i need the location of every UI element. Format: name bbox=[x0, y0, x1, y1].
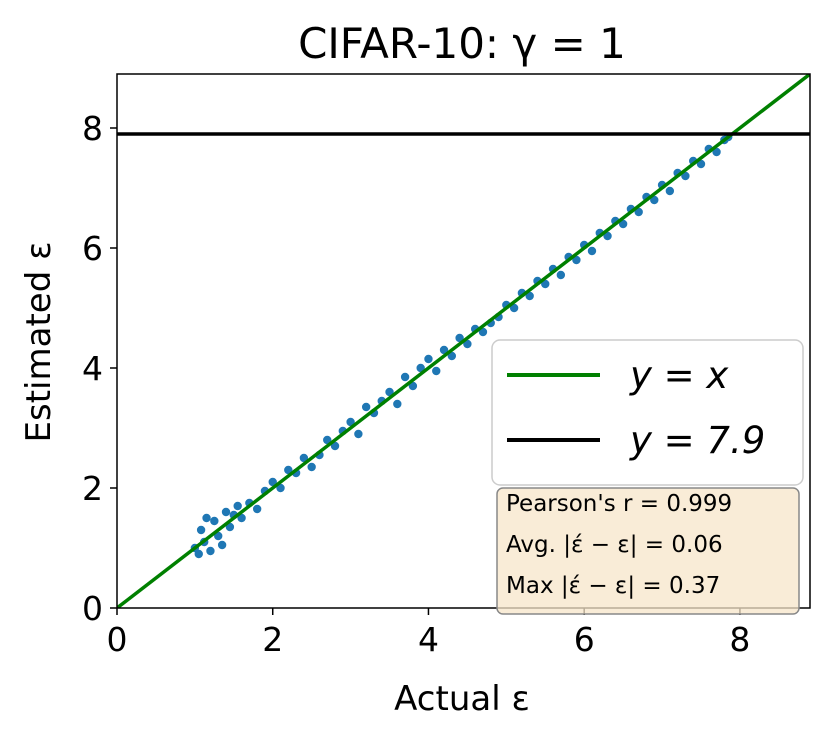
scatter-point bbox=[323, 435, 332, 445]
scatter-point bbox=[400, 372, 410, 382]
scatter-point bbox=[603, 231, 612, 241]
x-axis-label: Actual ε bbox=[394, 679, 530, 719]
scatter-point bbox=[284, 465, 293, 475]
scatter-point bbox=[233, 501, 242, 511]
stats-avg-error: Avg. |έ − ε| = 0.06 bbox=[506, 532, 723, 558]
scatter-point bbox=[618, 219, 628, 229]
scatter-point bbox=[221, 507, 231, 517]
x-tick-label: 2 bbox=[262, 620, 283, 659]
scatter-point bbox=[346, 417, 355, 427]
scatter-point bbox=[541, 279, 550, 289]
scatter-point bbox=[478, 327, 488, 337]
scatter-point bbox=[202, 513, 211, 523]
scatter-point bbox=[299, 453, 309, 463]
scatter-point bbox=[634, 207, 643, 217]
scatter-point bbox=[361, 402, 371, 412]
x-tick-label: 8 bbox=[729, 620, 750, 659]
y-tick-label: 0 bbox=[82, 589, 103, 628]
scatter-point bbox=[432, 366, 441, 376]
y-tick-label: 4 bbox=[82, 349, 103, 388]
scatter-point bbox=[225, 522, 235, 532]
scatter-point bbox=[252, 504, 262, 514]
scatter-point bbox=[587, 246, 597, 256]
x-tick-label: 6 bbox=[574, 620, 595, 659]
scatter-point bbox=[665, 186, 675, 196]
scatter-point bbox=[712, 147, 721, 157]
scatter-point bbox=[455, 333, 464, 343]
scatter-point bbox=[424, 354, 433, 364]
chart-title: CIFAR-10: γ = 1 bbox=[298, 19, 626, 68]
scatter-point bbox=[439, 345, 449, 355]
scatter-point bbox=[681, 171, 690, 181]
scatter-point bbox=[194, 549, 203, 559]
axes-frame bbox=[116, 73, 811, 609]
scatter-point bbox=[268, 477, 277, 487]
scatter-point bbox=[408, 381, 418, 391]
y-tick-label: 8 bbox=[82, 109, 103, 148]
stats-annotation: Pearson's r = 0.999 Avg. |έ − ε| = 0.06 … bbox=[496, 487, 800, 615]
stats-max-error: Max |έ − ε| = 0.37 bbox=[506, 573, 720, 599]
y-tick-label: 2 bbox=[82, 469, 103, 508]
scatter-point bbox=[196, 525, 206, 535]
scatter-point bbox=[217, 540, 227, 550]
legend: y = x y = 7.9 bbox=[491, 339, 804, 486]
plot-area: 0 2 4 6 8 0 2 4 6 8 bbox=[82, 73, 811, 659]
scatter-point bbox=[509, 303, 519, 313]
stats-box bbox=[496, 487, 800, 615]
plot-content bbox=[117, 74, 810, 608]
y-tick-label: 6 bbox=[82, 229, 103, 268]
y-axis-label: Estimated ε bbox=[19, 242, 59, 443]
scatter-point bbox=[354, 429, 363, 439]
scatter-point bbox=[525, 291, 534, 301]
scatter-point bbox=[696, 159, 706, 169]
scatter-point bbox=[307, 462, 316, 472]
stats-pearson: Pearson's r = 0.999 bbox=[506, 491, 732, 517]
scatter-point bbox=[447, 351, 457, 361]
identity-line bbox=[117, 74, 810, 608]
scatter-point bbox=[210, 516, 219, 526]
legend-label-y-equals-7-9: y = 7.9 bbox=[629, 419, 765, 462]
scatter-point bbox=[214, 531, 223, 541]
scatter-point bbox=[556, 270, 566, 280]
scatter-point bbox=[206, 546, 215, 556]
x-tick-label: 0 bbox=[107, 620, 128, 659]
x-tick-label: 4 bbox=[418, 620, 439, 659]
scatter-point bbox=[572, 255, 581, 265]
scatter-point bbox=[276, 483, 285, 493]
scatter-point bbox=[393, 399, 402, 409]
scatter-point bbox=[237, 513, 246, 523]
scatter-point bbox=[385, 387, 394, 397]
scatter-point bbox=[416, 363, 425, 373]
legend-label-y-equals-x: y = x bbox=[629, 354, 729, 397]
scatter-point bbox=[650, 195, 659, 205]
scatter-point bbox=[463, 339, 472, 349]
scatter-point bbox=[330, 441, 340, 451]
